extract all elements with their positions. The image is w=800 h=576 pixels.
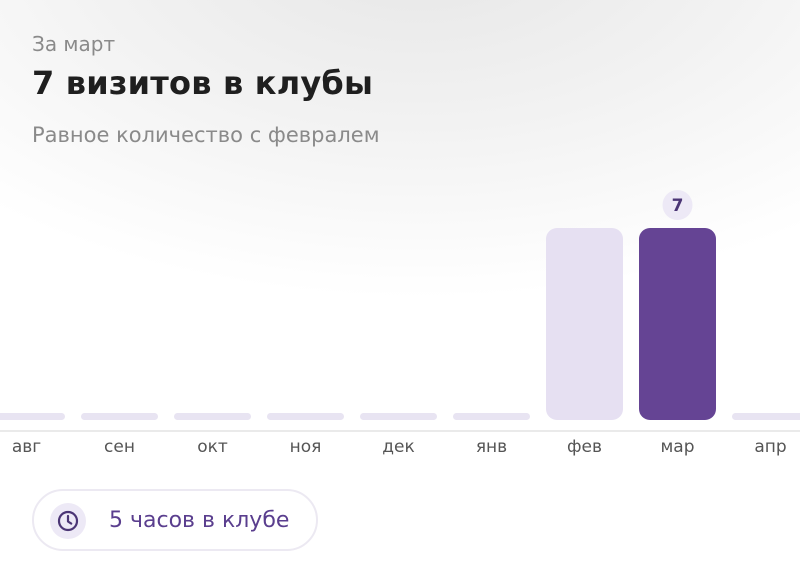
bar-ноя xyxy=(267,413,344,420)
time-in-club-chip[interactable]: 5 часов в клубе xyxy=(32,489,318,551)
x-tick-label: авг xyxy=(12,437,41,457)
visits-bar-chart: авг сен окт ноя дек янв фев мар апр 7 xyxy=(0,190,800,457)
x-tick-label: окт xyxy=(197,437,228,457)
value-badge xyxy=(662,190,693,220)
bar-янв xyxy=(453,413,530,420)
x-tick-label: апр xyxy=(754,437,786,457)
clock-icon xyxy=(50,503,86,539)
x-tick-label: ноя xyxy=(290,437,322,457)
x-tick-label: янв xyxy=(476,437,507,457)
page-title: 7 визитов в клубы xyxy=(32,64,374,102)
x-tick-label: дек xyxy=(382,437,414,457)
x-tick-label: фев xyxy=(567,437,602,457)
bar-авг xyxy=(0,413,65,420)
comparison-text: Равное количество с февралем xyxy=(32,123,380,147)
data-label: 7 xyxy=(672,196,684,216)
x-tick-label: мар xyxy=(660,437,694,457)
bar-окт xyxy=(174,413,251,420)
bar-дек xyxy=(360,413,437,420)
bar-мар xyxy=(639,228,716,420)
period-label: За март xyxy=(32,32,116,56)
bar-фев xyxy=(546,228,623,420)
x-tick-label: сен xyxy=(104,437,135,457)
time-in-club-label: 5 часов в клубе xyxy=(109,508,290,533)
bar-сен xyxy=(81,413,158,420)
bar-апр xyxy=(732,413,800,420)
